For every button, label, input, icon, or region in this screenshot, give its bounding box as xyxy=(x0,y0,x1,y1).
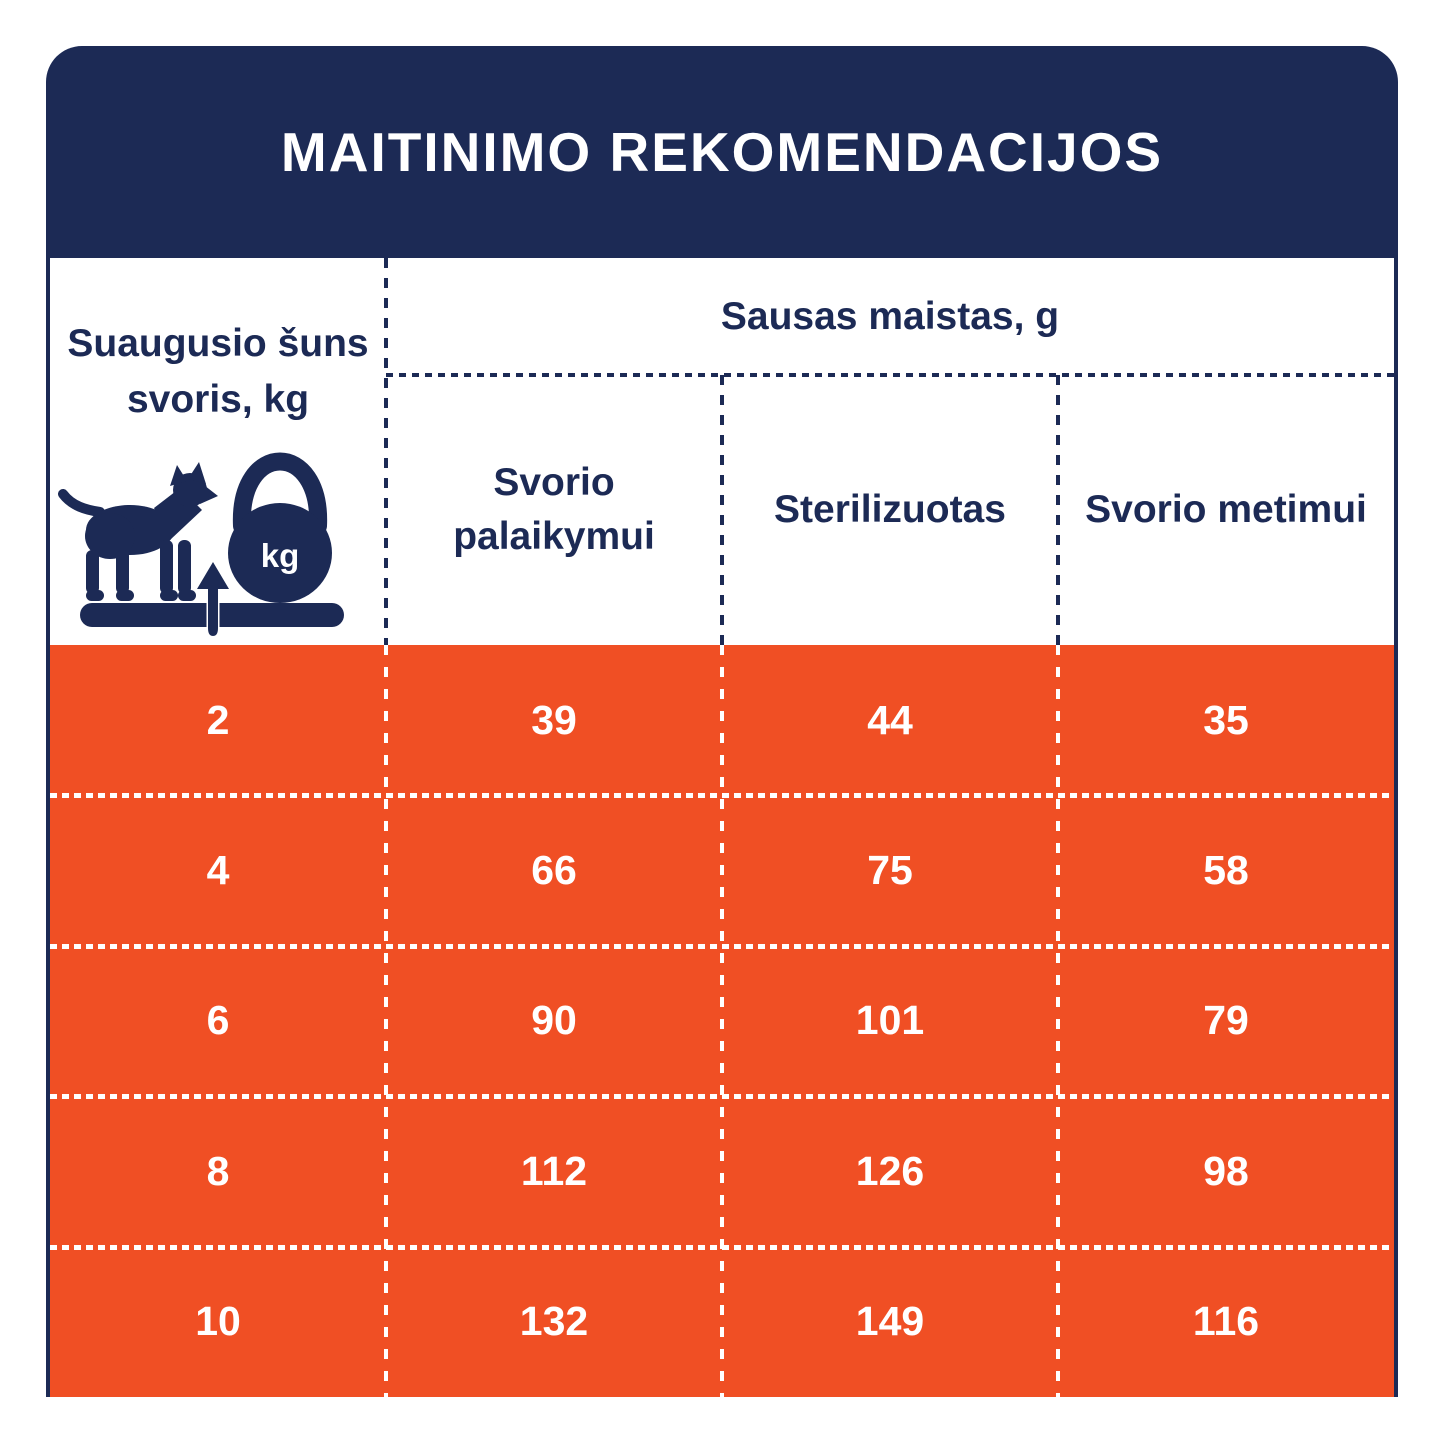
header-vertical-divider-2 xyxy=(720,375,724,645)
weight-label-line2: svoris, kg xyxy=(126,378,310,421)
body-vertical-divider-2 xyxy=(720,645,724,1397)
weight-cell: 4 xyxy=(206,847,230,894)
dry-food-group-header: Sausas maistas, g xyxy=(386,258,1394,375)
value-cell: 101 xyxy=(855,997,925,1044)
value-cell: 98 xyxy=(1203,1147,1249,1194)
weight-label-line1: Suaugusio šuns xyxy=(67,322,369,365)
sub-headers-row: Svorio palaikymui Sterilizuotas Svorio m… xyxy=(386,375,1394,645)
kg-label: kg xyxy=(261,537,300,574)
weight-cell: 6 xyxy=(206,997,230,1044)
value-cell: 75 xyxy=(867,847,913,894)
value-cell: 44 xyxy=(867,696,913,743)
dry-food-group-label: Sausas maistas, g xyxy=(720,294,1060,338)
title-bar: MAITINIMO REKOMENDACIJOS xyxy=(46,46,1398,258)
weight-cell: 8 xyxy=(206,1147,230,1194)
value-cell: 149 xyxy=(855,1298,925,1345)
value-cell: 126 xyxy=(855,1147,925,1194)
weight-column-header: Suaugusio šuns svoris, kg kg xyxy=(50,258,386,645)
value-cell: 132 xyxy=(519,1298,589,1345)
kettlebell: kg xyxy=(228,452,332,603)
column-header-weight-loss: Svorio metimui xyxy=(1085,488,1367,531)
value-cell: 79 xyxy=(1203,997,1249,1044)
value-cell: 35 xyxy=(1203,696,1249,743)
value-cell: 66 xyxy=(531,847,577,894)
value-cell: 116 xyxy=(1192,1298,1260,1345)
scale-arrow xyxy=(194,559,232,638)
body-vertical-divider-3 xyxy=(1056,645,1060,1397)
body-vertical-divider-1 xyxy=(384,645,388,1397)
header-horizontal-divider xyxy=(386,373,1394,377)
header-vertical-divider-3 xyxy=(1056,375,1060,645)
body-row-divider-3 xyxy=(50,1094,1394,1099)
column-header-maintenance: Svorio palaikymui xyxy=(453,461,655,558)
header-vertical-divider-1 xyxy=(384,258,388,645)
value-cell: 112 xyxy=(520,1147,588,1194)
body-row-divider-4 xyxy=(50,1245,1394,1250)
weight-column-label: Suaugusio šuns svoris, kg xyxy=(50,316,386,428)
body-row-divider-2 xyxy=(50,944,1394,949)
value-cell: 90 xyxy=(531,997,577,1044)
dog-silhouette xyxy=(58,462,218,601)
weight-cell: 10 xyxy=(195,1298,241,1345)
body-row-divider-1 xyxy=(50,793,1394,798)
table-header: Suaugusio šuns svoris, kg kg xyxy=(46,258,1398,645)
table-body: 2 39 44 35 4 66 75 58 6 90 101 79 8 112 … xyxy=(46,645,1398,1397)
column-header-sterilized: Sterilizuotas xyxy=(774,488,1006,531)
weight-cell: 2 xyxy=(206,696,230,743)
value-cell: 58 xyxy=(1203,847,1249,894)
table-card: MAITINIMO REKOMENDACIJOS Suaugusio šuns … xyxy=(46,46,1398,1397)
value-cell: 39 xyxy=(531,696,577,743)
data-grid: 2 39 44 35 4 66 75 58 6 90 101 79 8 112 … xyxy=(50,645,1394,1397)
dog-on-scale-with-kettlebell-icon: kg xyxy=(58,452,344,638)
page-title: MAITINIMO REKOMENDACIJOS xyxy=(280,121,1164,183)
